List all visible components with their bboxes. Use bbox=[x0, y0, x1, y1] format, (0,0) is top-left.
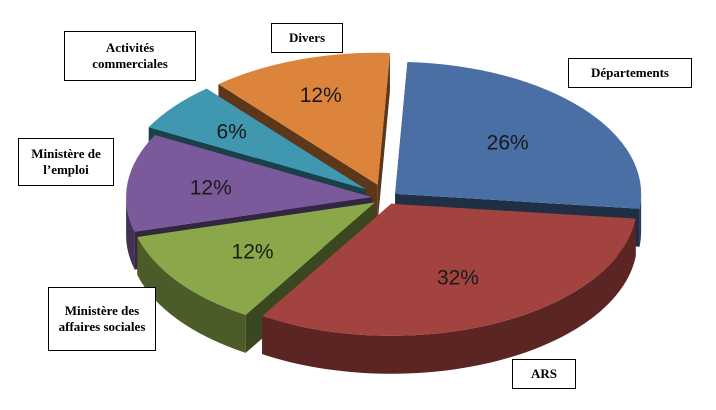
label-commerciales-text: Activités commerciales bbox=[92, 40, 168, 71]
slice-outer-side bbox=[639, 193, 642, 247]
slice-top-face bbox=[262, 203, 636, 336]
slice-side-face bbox=[377, 52, 390, 223]
data-label-ministere-des-affaires-sociales: 12% bbox=[232, 240, 274, 263]
label-affaires-sociales-text: Ministère des affaires sociales bbox=[58, 303, 146, 334]
slice-outer-side bbox=[262, 218, 636, 374]
label-divers-text: Divers bbox=[288, 30, 326, 45]
slice-top-face bbox=[126, 135, 373, 232]
data-label-ministere-de-l-emploi: 12% bbox=[190, 176, 232, 199]
data-label-activites-commerciales: 6% bbox=[216, 120, 246, 143]
slice-outer-side bbox=[137, 236, 246, 353]
label-emploi: Ministère de l’emploi bbox=[18, 138, 114, 186]
label-affaires-sociales: Ministère des affaires sociales bbox=[48, 287, 156, 351]
data-label-divers: 12% bbox=[300, 84, 342, 107]
data-label-departements: 26% bbox=[487, 132, 529, 155]
slice-top-face bbox=[148, 88, 366, 190]
slice-top-face bbox=[395, 61, 642, 209]
pie-slice-ars bbox=[262, 203, 636, 374]
label-ars: ARS bbox=[512, 359, 576, 389]
label-divers: Divers bbox=[271, 23, 343, 53]
label-departements: Départements bbox=[568, 58, 692, 88]
data-label-ars: 32% bbox=[437, 266, 479, 289]
label-departements-text: Départements bbox=[591, 65, 669, 80]
slice-outer-side bbox=[126, 197, 135, 270]
label-ars-text: ARS bbox=[530, 366, 557, 381]
label-emploi-text: Ministère de l’emploi bbox=[31, 146, 101, 177]
slice-top-face bbox=[218, 52, 390, 185]
slice-top-face bbox=[137, 202, 375, 315]
label-commerciales: Activités commerciales bbox=[64, 31, 196, 81]
